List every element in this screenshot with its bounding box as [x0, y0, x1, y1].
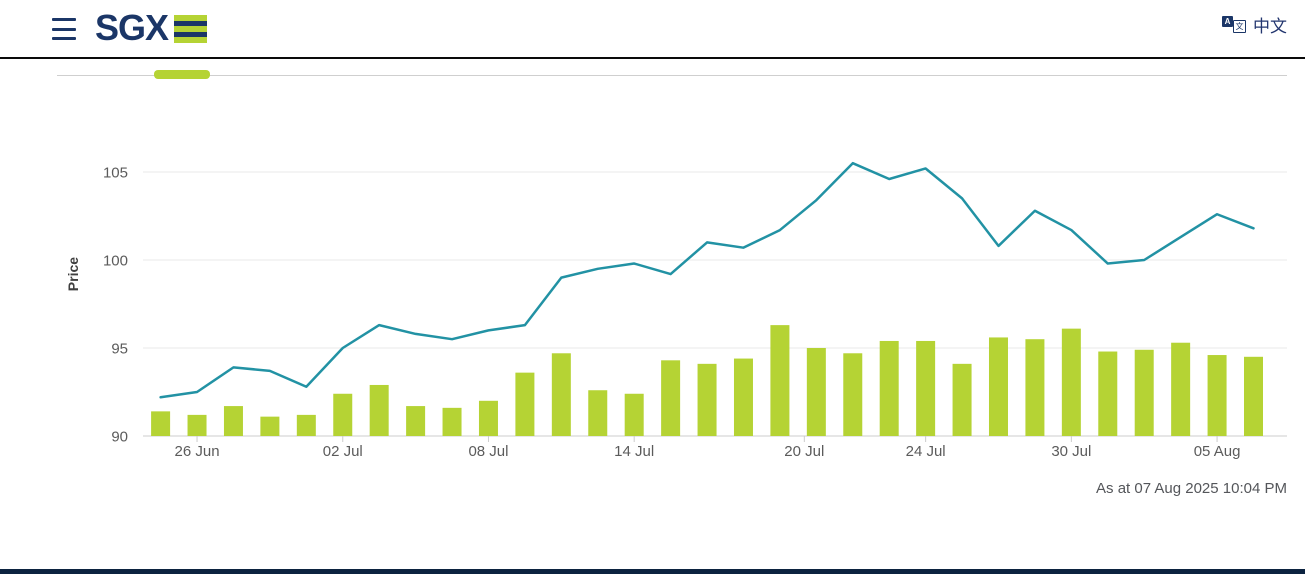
volume-bar[interactable] [260, 416, 280, 436]
volume-bar[interactable] [478, 400, 498, 436]
y-tick-label: 100 [103, 252, 128, 269]
price-line[interactable] [159, 161, 1255, 399]
as-at-timestamp: As at 07 Aug 2025 10:04 PM [1096, 480, 1287, 497]
language-label: 中文 [1253, 17, 1287, 36]
volume-bar[interactable] [661, 360, 681, 436]
volume-bar[interactable] [733, 358, 753, 436]
sgx-logo-stripes-icon [174, 15, 208, 43]
menu-hamburger-icon[interactable] [52, 16, 78, 42]
volume-bar[interactable] [296, 414, 316, 436]
y-tick-label: 90 [111, 428, 128, 445]
volume-bar[interactable] [1134, 349, 1154, 436]
volume-bar[interactable] [588, 390, 608, 436]
volume-bar[interactable] [442, 407, 462, 436]
volume-bar[interactable] [916, 340, 936, 436]
volume-bar[interactable] [1244, 356, 1263, 436]
volume-bar[interactable] [770, 325, 790, 436]
volume-bar[interactable] [1098, 351, 1118, 436]
volume-bar[interactable] [187, 414, 207, 436]
volume-bar[interactable] [879, 340, 899, 436]
translate-icon-wen: 文 [1233, 20, 1246, 33]
volume-bar[interactable] [551, 353, 571, 436]
volume-bar[interactable] [624, 393, 644, 436]
y-tick-label: 105 [103, 164, 128, 181]
volume-bar[interactable] [988, 337, 1008, 436]
x-tick-label: 26 Jun [175, 443, 220, 460]
header: SGX A 文 中文 [0, 0, 1305, 59]
volume-bar[interactable] [697, 363, 717, 436]
y-tick-label: 95 [111, 340, 128, 357]
volume-bar[interactable] [1171, 342, 1191, 436]
x-tick-label: 08 Jul [468, 443, 508, 460]
volume-bar[interactable] [1025, 339, 1045, 436]
volume-bar[interactable] [151, 411, 171, 436]
x-tick-label: 20 Jul [784, 443, 824, 460]
language-toggle[interactable]: A 文 中文 [1222, 12, 1287, 37]
x-tick-label: 30 Jul [1051, 443, 1091, 460]
volume-bar[interactable] [1061, 328, 1081, 436]
volume-bar[interactable] [369, 384, 389, 436]
translate-icon: A 文 [1222, 16, 1246, 33]
sgx-logo-text: SGX [95, 7, 169, 48]
price-axis-label: Price [65, 257, 81, 291]
volume-bar[interactable] [952, 363, 972, 436]
x-tick-label: 02 Jul [323, 443, 363, 460]
volume-bar[interactable] [806, 348, 826, 436]
sgx-logo[interactable]: SGX [95, 7, 208, 48]
x-tick-label: 05 Aug [1194, 443, 1241, 460]
x-tick-label: 24 Jul [906, 443, 946, 460]
volume-bar[interactable] [515, 372, 535, 436]
x-tick-label: 14 Jul [614, 443, 654, 460]
chart-scrollbar-handle[interactable] [154, 70, 210, 79]
translate-icon-a: A [1222, 16, 1233, 27]
volume-bar[interactable] [406, 406, 426, 436]
volume-bar[interactable] [223, 406, 243, 436]
volume-bar[interactable] [1207, 355, 1227, 436]
volume-bar[interactable] [843, 353, 863, 436]
volume-bar[interactable] [333, 393, 353, 436]
footer-bar [0, 569, 1305, 574]
chart-scrollbar-track[interactable] [57, 75, 1287, 76]
